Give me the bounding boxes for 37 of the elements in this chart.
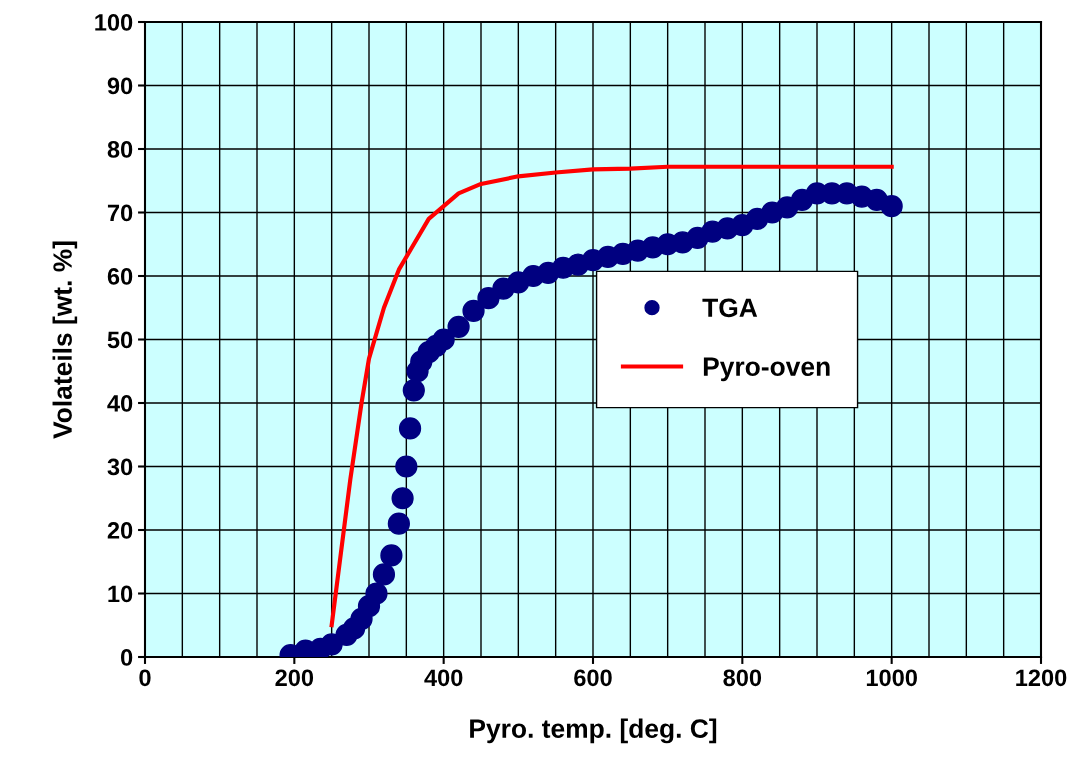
point (432, 328, 455, 351)
x-axis-title: Pyro. temp. [deg. C] (470, 718, 717, 744)
point (462, 299, 485, 323)
y-tick-label: 80 (107, 141, 133, 158)
y-tick-label: 40 (107, 395, 133, 412)
legend-label: TGA (702, 298, 758, 318)
y-tick-label: 60 (107, 268, 133, 285)
point (372, 563, 396, 586)
y-tick-label: 30 (107, 458, 133, 476)
x-tick-label: 1200 (1016, 669, 1067, 687)
y-axis-title: Volateils [wt. %] (52, 241, 78, 439)
y-tick-label: 70 (107, 204, 133, 222)
y-tick-label: 90 (107, 77, 133, 95)
point (880, 195, 903, 218)
point (402, 379, 425, 402)
point (395, 455, 418, 478)
point (365, 582, 388, 605)
line-series (329, 164, 894, 628)
x-tick-label: 1000 (866, 669, 917, 687)
y-tick-label: 0 (121, 649, 133, 666)
x-tick-label: 400 (424, 669, 463, 687)
point (447, 315, 470, 338)
point (320, 633, 343, 656)
y-tick-label: 100 (95, 14, 133, 31)
point (398, 417, 422, 440)
point (391, 487, 414, 510)
legend-label: Pyro-oven (703, 357, 830, 382)
x-tick-label: 0 (139, 669, 151, 687)
point (477, 287, 500, 310)
point (387, 512, 410, 535)
y-tick-label: 50 (107, 331, 133, 349)
x-tick-label: 200 (275, 669, 314, 687)
x-tick-label: 600 (574, 669, 612, 687)
y-tick-label: 10 (108, 585, 133, 603)
x-tick-label: 800 (723, 669, 762, 687)
y-tick-label: 20 (107, 522, 133, 539)
point (380, 544, 403, 567)
